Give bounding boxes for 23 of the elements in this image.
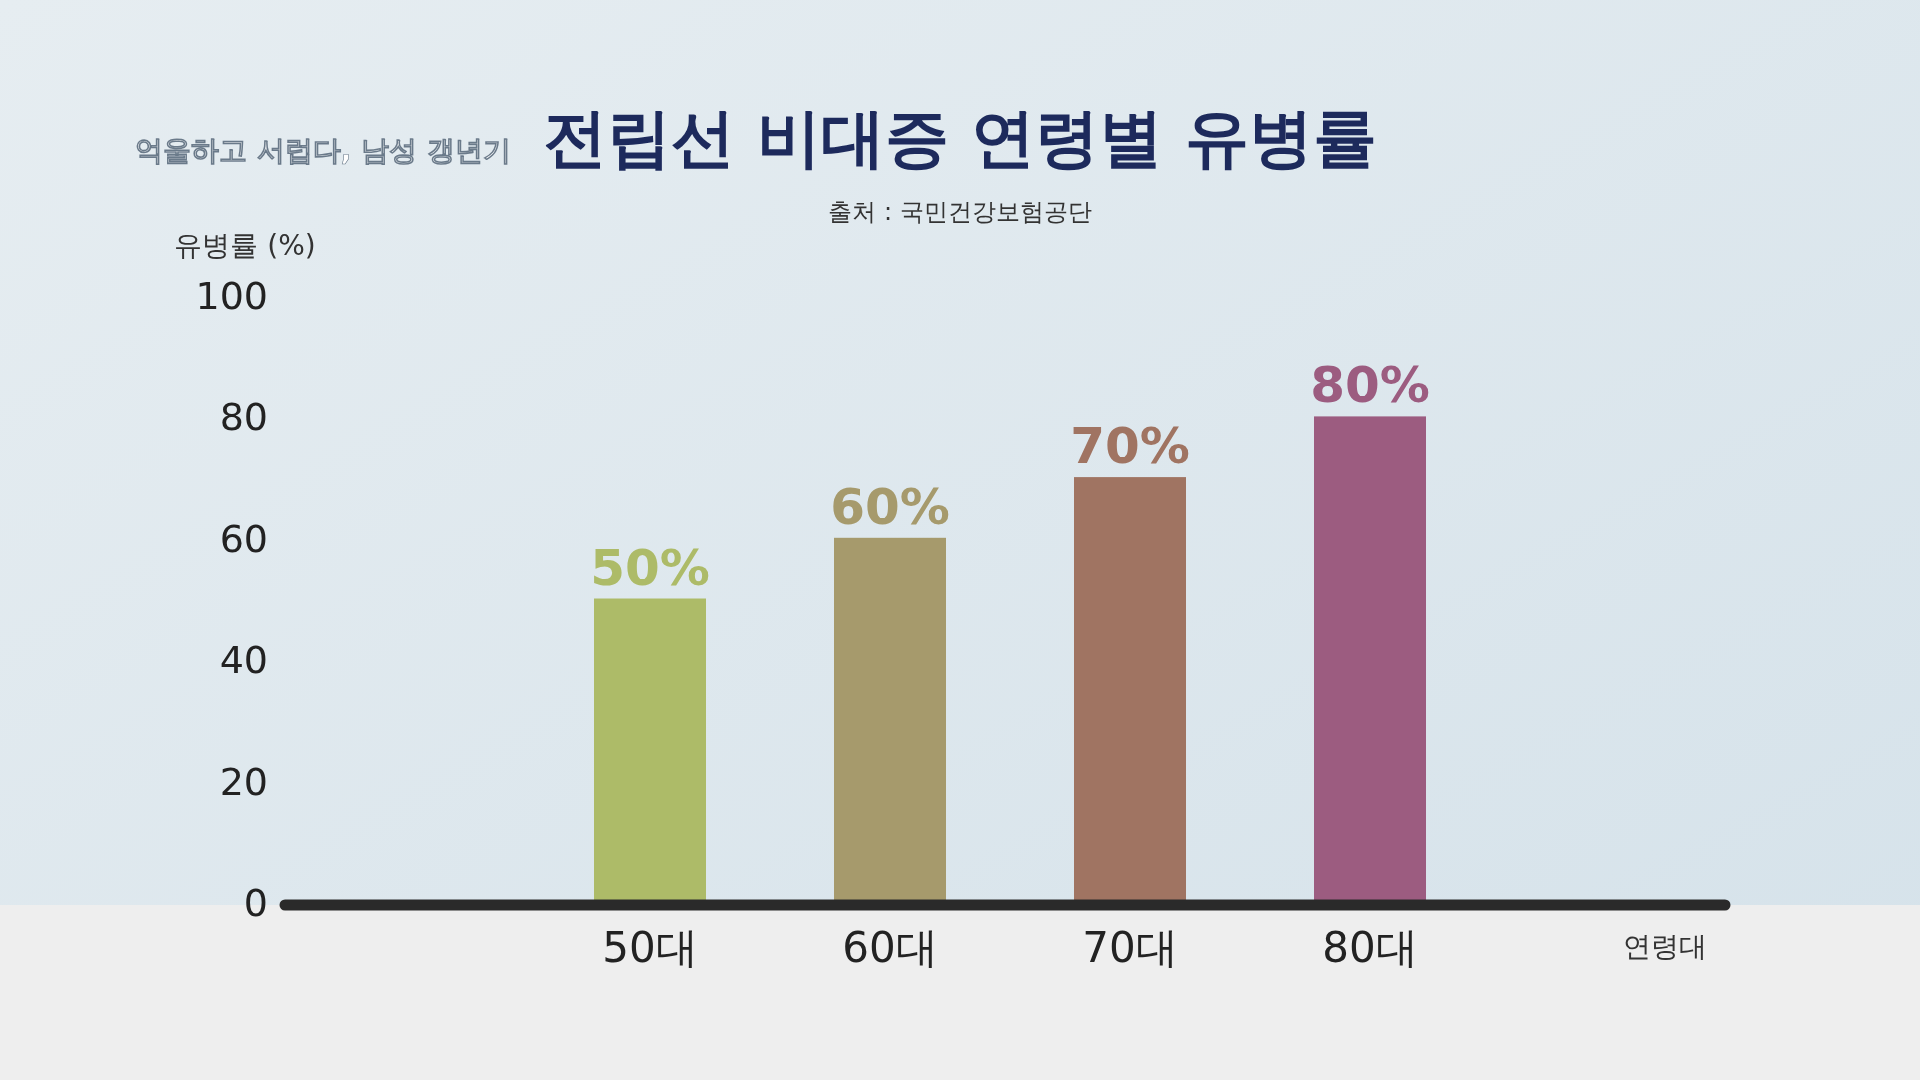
bar <box>1314 416 1426 902</box>
x-axis-title: 연령대 <box>1623 930 1707 963</box>
data-label: 60% <box>830 477 950 536</box>
text: 억울하고 서럽다, 남성 갱년기 <box>135 134 511 167</box>
y-tick-label: 40 <box>219 638 268 683</box>
x-tick-label: 80대 <box>1322 923 1418 972</box>
bar <box>594 598 706 902</box>
x-tick-label: 70대 <box>1082 923 1178 972</box>
bar <box>1074 477 1186 902</box>
y-tick-label: 80 <box>219 395 268 440</box>
y-axis-title: 유병률 (%) <box>174 229 316 262</box>
data-label: 50% <box>590 538 710 597</box>
chart-title: 전립선 비대증 연령별 유병률 <box>542 101 1378 175</box>
x-tick-label: 60대 <box>842 923 938 972</box>
y-tick-label: 100 <box>195 274 268 318</box>
y-tick-label: 60 <box>219 516 268 561</box>
y-tick-label: 20 <box>219 759 268 804</box>
data-label: 70% <box>1070 417 1190 476</box>
chart-subtitle: 출처 : 국민건강보험공단 <box>828 198 1092 226</box>
data-label: 80% <box>1310 356 1430 415</box>
bar <box>834 537 946 902</box>
y-tick-label: 0 <box>243 881 268 925</box>
x-tick-label: 50대 <box>602 923 698 972</box>
